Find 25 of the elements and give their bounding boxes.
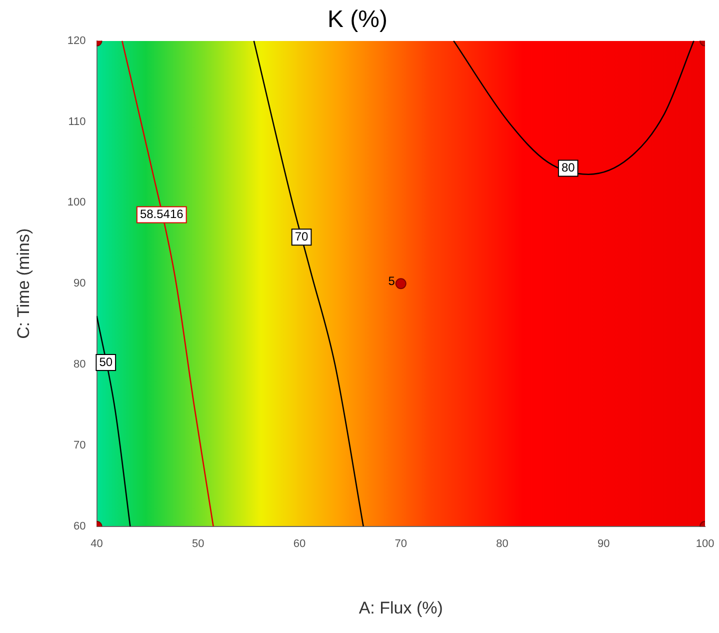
- x-tick-label: 50: [192, 538, 204, 550]
- x-tick-label: 90: [598, 538, 610, 550]
- y-tick-label: 120: [67, 34, 86, 47]
- chart-title: K (%): [328, 6, 388, 34]
- y-tick-label: 60: [74, 520, 86, 532]
- annotation: 5: [388, 274, 396, 288]
- line-series: [452, 40, 694, 175]
- y-tick-label: 100: [67, 196, 86, 209]
- series-label: 58.5416: [140, 207, 184, 222]
- x-tick-label: 40: [90, 538, 103, 550]
- y-tick-label: 110: [68, 116, 86, 128]
- y-tick-label: 70: [74, 440, 86, 452]
- line-series: [253, 40, 364, 526]
- x-axis-title: A: Flux (%): [358, 598, 443, 618]
- x-tick-label: 100: [696, 538, 714, 550]
- y-tick-label: 90: [74, 278, 86, 290]
- series-label: 70: [294, 229, 309, 244]
- x-tick-label: 60: [293, 538, 306, 550]
- series-label: 50: [99, 354, 113, 369]
- y-tick-label: 80: [74, 358, 86, 371]
- series-label: 80: [561, 160, 576, 175]
- y-axis-title: C: Time (mins): [14, 228, 33, 339]
- line-series: [121, 40, 214, 526]
- x-tick-label: 70: [394, 538, 407, 550]
- x-tick-label: 80: [496, 538, 508, 550]
